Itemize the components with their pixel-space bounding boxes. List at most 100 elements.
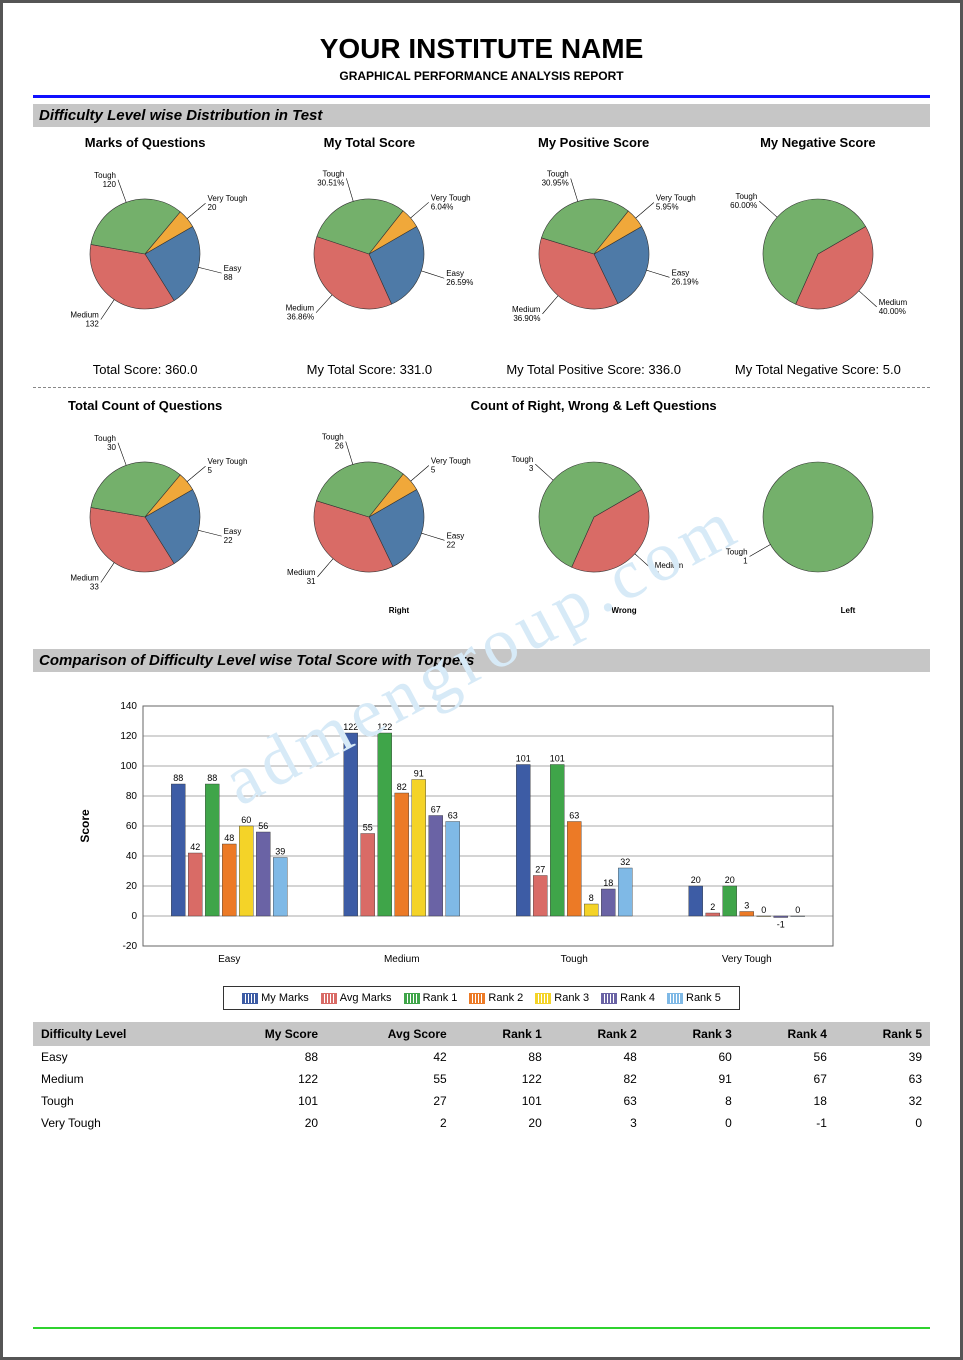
svg-text:55: 55 bbox=[363, 823, 373, 833]
svg-text:Easy: Easy bbox=[224, 264, 242, 273]
table-cell: 60 bbox=[645, 1046, 740, 1068]
table-cell: 101 bbox=[207, 1090, 326, 1112]
pie3-title: My Positive Score bbox=[482, 135, 706, 150]
svg-text:60.00%: 60.00% bbox=[730, 201, 757, 210]
section1-heading: Difficulty Level wise Distribution in Te… bbox=[33, 104, 930, 127]
institute-title: YOUR INSTITUTE NAME bbox=[33, 33, 930, 65]
svg-text:0: 0 bbox=[795, 905, 800, 915]
svg-text:Easy: Easy bbox=[218, 954, 240, 965]
svg-text:Score: Score bbox=[78, 809, 92, 843]
svg-text:Tough: Tough bbox=[547, 170, 569, 179]
svg-text:20: 20 bbox=[691, 875, 701, 885]
table-cell: 32 bbox=[835, 1090, 930, 1112]
svg-text:5.95%: 5.95% bbox=[656, 202, 679, 211]
svg-text:Easy: Easy bbox=[447, 269, 465, 278]
svg-text:Tough: Tough bbox=[511, 455, 533, 464]
table-header: Rank 3 bbox=[645, 1022, 740, 1046]
svg-text:Medium: Medium bbox=[384, 954, 420, 965]
svg-text:6.04%: 6.04% bbox=[431, 202, 454, 211]
pie-negative-score: Medium40.00%Tough60.00% bbox=[706, 166, 930, 356]
table-header: Avg Score bbox=[326, 1022, 455, 1046]
pie1-title: Marks of Questions bbox=[33, 135, 257, 150]
svg-text:Easy: Easy bbox=[671, 268, 689, 277]
table-cell: 56 bbox=[740, 1046, 835, 1068]
table-header-row: Difficulty LevelMy ScoreAvg ScoreRank 1R… bbox=[33, 1022, 930, 1046]
svg-text:101: 101 bbox=[516, 754, 531, 764]
svg-text:Very Tough: Very Tough bbox=[431, 456, 471, 465]
svg-text:-1: -1 bbox=[777, 920, 785, 930]
blue-divider bbox=[33, 95, 930, 98]
svg-text:60: 60 bbox=[241, 815, 251, 825]
svg-text:Easy: Easy bbox=[224, 527, 242, 536]
bar-legend: My MarksAvg MarksRank 1Rank 2Rank 3Rank … bbox=[223, 986, 740, 1010]
svg-text:20: 20 bbox=[725, 875, 735, 885]
table-cell: Easy bbox=[33, 1046, 207, 1068]
svg-text:32: 32 bbox=[620, 857, 630, 867]
table-cell: 88 bbox=[455, 1046, 550, 1068]
table-cell: Medium bbox=[33, 1068, 207, 1090]
pie-total-score: Easy26.59%Medium36.86%Tough30.51%Very To… bbox=[257, 166, 481, 356]
svg-text:Tough: Tough bbox=[726, 548, 748, 557]
comparison-table: Difficulty LevelMy ScoreAvg ScoreRank 1R… bbox=[33, 1022, 930, 1134]
table-cell: 18 bbox=[740, 1090, 835, 1112]
table-cell: Tough bbox=[33, 1090, 207, 1112]
svg-text:1: 1 bbox=[743, 557, 748, 566]
table-cell: 82 bbox=[550, 1068, 645, 1090]
svg-text:88: 88 bbox=[173, 773, 183, 783]
table-cell: 101 bbox=[455, 1090, 550, 1112]
table-cell: 3 bbox=[550, 1112, 645, 1134]
svg-text:3: 3 bbox=[528, 464, 533, 473]
svg-text:40.00%: 40.00% bbox=[879, 307, 906, 316]
svg-text:30: 30 bbox=[107, 443, 116, 452]
svg-text:88: 88 bbox=[207, 773, 217, 783]
legend-item: Rank 4 bbox=[601, 992, 655, 1004]
svg-text:Tough: Tough bbox=[323, 169, 345, 178]
svg-text:26: 26 bbox=[335, 442, 344, 451]
table-cell: 27 bbox=[326, 1090, 455, 1112]
table-header: Rank 1 bbox=[455, 1022, 550, 1046]
svg-text:80: 80 bbox=[126, 791, 138, 802]
pie2-title: My Total Score bbox=[257, 135, 481, 150]
svg-text:Very Tough: Very Tough bbox=[722, 954, 772, 965]
svg-text:Very Tough: Very Tough bbox=[431, 193, 471, 202]
table-row: Tough101271016381832 bbox=[33, 1090, 930, 1112]
svg-text:101: 101 bbox=[550, 754, 565, 764]
svg-text:120: 120 bbox=[103, 180, 117, 189]
svg-text:82: 82 bbox=[397, 782, 407, 792]
table-cell: 67 bbox=[740, 1068, 835, 1090]
pie-left: Tough1 Left bbox=[706, 429, 930, 619]
svg-text:42: 42 bbox=[190, 842, 200, 852]
table-row: Easy88428848605639 bbox=[33, 1046, 930, 1068]
svg-text:30.95%: 30.95% bbox=[541, 179, 568, 188]
table-cell: 20 bbox=[455, 1112, 550, 1134]
pie4-title: My Negative Score bbox=[706, 135, 930, 150]
table-cell: 91 bbox=[645, 1068, 740, 1090]
svg-text:8: 8 bbox=[589, 893, 594, 903]
table-header: Rank 2 bbox=[550, 1022, 645, 1046]
row2-title-left: Total Count of Questions bbox=[33, 398, 257, 413]
svg-text:Wrong: Wrong bbox=[611, 606, 636, 615]
table-row: Medium1225512282916763 bbox=[33, 1068, 930, 1090]
green-divider bbox=[33, 1327, 930, 1329]
table-header: Difficulty Level bbox=[33, 1022, 207, 1046]
pie-right: Easy22Medium31Tough26Very Tough5Right bbox=[257, 429, 481, 619]
comparison-barchart: -2002040608010012014088428848605639Easy1… bbox=[33, 696, 930, 976]
svg-text:Medium: Medium bbox=[512, 305, 541, 314]
svg-text:Tough: Tough bbox=[561, 954, 588, 965]
svg-text:-20: -20 bbox=[123, 941, 138, 952]
svg-text:120: 120 bbox=[120, 731, 137, 742]
svg-text:63: 63 bbox=[448, 811, 458, 821]
svg-text:140: 140 bbox=[120, 701, 137, 712]
table-row: Very Tough2022030-10 bbox=[33, 1112, 930, 1134]
svg-text:18: 18 bbox=[603, 878, 613, 888]
svg-text:39: 39 bbox=[275, 847, 285, 857]
my-total-score: My Total Score: 331.0 bbox=[257, 362, 481, 377]
section2-heading: Comparison of Difficulty Level wise Tota… bbox=[33, 649, 930, 672]
svg-text:2: 2 bbox=[654, 570, 659, 579]
table-header: Rank 4 bbox=[740, 1022, 835, 1046]
svg-text:Left: Left bbox=[841, 606, 856, 615]
svg-text:132: 132 bbox=[86, 319, 100, 328]
svg-text:88: 88 bbox=[224, 273, 233, 282]
svg-text:122: 122 bbox=[377, 722, 392, 732]
svg-text:26.59%: 26.59% bbox=[447, 278, 474, 287]
